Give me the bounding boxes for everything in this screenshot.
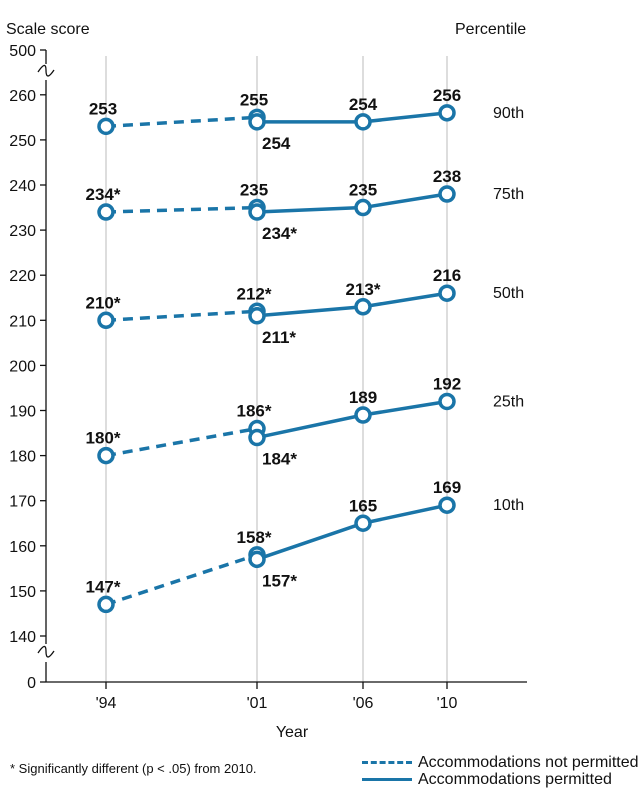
data-label: 147* (86, 577, 121, 596)
legend-solid-line-icon (362, 778, 412, 781)
data-label: 186* (237, 402, 272, 421)
y-tick-label: 140 (9, 629, 36, 646)
data-label: 235 (349, 181, 377, 200)
y-tick-label: 220 (9, 268, 36, 285)
y-tick-label: 0 (27, 675, 36, 692)
data-label: 256 (433, 86, 461, 105)
legend-item-permitted: Accommodations permitted (362, 771, 639, 788)
data-point (248, 203, 266, 221)
data-point (248, 113, 266, 131)
axis-break-icon (37, 64, 55, 77)
data-point (97, 203, 115, 221)
percentile-label: 50th (493, 285, 524, 302)
y-tick-label: 210 (9, 313, 36, 330)
data-label: 184* (262, 450, 297, 469)
data-label: 158* (237, 528, 272, 547)
percentile-label: 25th (493, 393, 524, 410)
x-tick-label: '06 (353, 695, 374, 712)
data-label: 255 (240, 90, 268, 109)
data-point (354, 298, 372, 316)
data-point (354, 514, 372, 532)
y-tick-label: 240 (9, 178, 36, 195)
x-tick-label: '10 (437, 695, 458, 712)
y-axis-label: Scale score (6, 21, 90, 38)
data-label: 234* (262, 224, 297, 243)
data-point (354, 406, 372, 424)
series-line-not-permitted (105, 309, 258, 323)
data-label: 234* (86, 185, 121, 204)
data-label: 211* (262, 328, 296, 347)
y-tick-label: 170 (9, 494, 36, 511)
data-label: 253 (89, 99, 117, 118)
data-label: 254 (262, 134, 291, 153)
data-point (438, 284, 456, 302)
data-label: 210* (86, 293, 121, 312)
x-tick-label: '01 (247, 695, 268, 712)
series-line-permitted (257, 111, 448, 124)
y-tick-label: 260 (9, 88, 36, 105)
series-line-not-permitted (105, 553, 258, 607)
series-line-not-permitted (105, 115, 258, 129)
data-label: 212* (237, 284, 272, 303)
footnote-text: * Significantly different (p < .05) from… (10, 761, 257, 776)
x-tick-label: '94 (96, 695, 117, 712)
y-tick-label: 250 (9, 133, 36, 150)
data-label: 169 (433, 478, 461, 497)
data-label: 180* (86, 429, 121, 448)
legend-label: Accommodations permitted (418, 771, 612, 788)
data-point (354, 198, 372, 217)
y-tick-label: 160 (9, 539, 36, 556)
y-tick-label: 500 (9, 43, 36, 60)
data-labels: 253 255 254 254 256 90th 234* 235 234* 235 238 75th… (86, 86, 525, 597)
y-tick-label: 200 (9, 358, 36, 375)
data-label: 189 (349, 388, 377, 407)
data-point (97, 446, 115, 465)
data-label: 213* (346, 280, 381, 299)
data-label: 157* (262, 571, 297, 590)
y-tick-label: 180 (9, 449, 36, 466)
data-label: 235 (240, 181, 268, 200)
percentile-label: 10th (493, 497, 524, 514)
data-point (438, 185, 456, 203)
x-axis-label: Year (276, 724, 309, 741)
gridlines (105, 56, 448, 682)
y-tick-label: 190 (9, 404, 36, 421)
data-point (97, 117, 115, 136)
percentile-label: 75th (493, 186, 524, 203)
data-label: 165 (349, 496, 377, 515)
data-points (97, 104, 456, 614)
data-point (97, 311, 115, 330)
data-point (438, 496, 456, 514)
series-line-not-permitted (105, 205, 258, 214)
data-point (438, 104, 456, 122)
y-tick-label: 230 (9, 223, 36, 240)
legend-dashed-line-icon (362, 761, 412, 764)
data-point (248, 428, 266, 447)
data-label: 192 (433, 374, 461, 393)
data-label: 254 (349, 95, 378, 114)
axes: 0 140 150 160 170 180 190 200 210 220 230 240 250 260… (9, 43, 527, 712)
percentile-label: 90th (493, 105, 524, 122)
series-line-not-permitted (105, 426, 258, 458)
data-label: 216 (433, 266, 461, 285)
footnote: * Significantly different (p < .05) from… (10, 761, 257, 776)
legend-label: Accommodations not permitted (418, 754, 639, 771)
data-point (354, 113, 372, 131)
data-point (248, 307, 266, 325)
y-tick-label: 150 (9, 584, 36, 601)
data-point (248, 550, 266, 569)
legend-item-not-permitted: Accommodations not permitted (362, 754, 639, 771)
series-lines (105, 111, 448, 607)
data-point (97, 595, 115, 614)
data-point (438, 392, 456, 411)
axis-break-icon (37, 645, 55, 658)
legend: Accommodations not permitted Accommodati… (362, 754, 639, 788)
data-label: 238 (433, 167, 461, 186)
right-axis-label: Percentile (455, 21, 526, 38)
